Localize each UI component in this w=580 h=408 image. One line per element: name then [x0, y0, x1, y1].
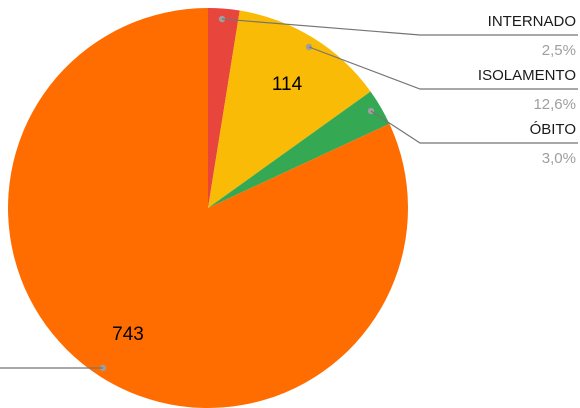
callout-leader-line	[370, 110, 578, 144]
callout-obito: ÓBITO 3,0%	[367, 107, 578, 167]
callout-leader-line	[308, 46, 578, 90]
callout-unlabeled-slice	[0, 364, 107, 372]
pie-slice-internado	[208, 7, 240, 208]
pie-slice-obito	[208, 91, 390, 208]
callout-isolamento: ISOLAMENTO 12,6%	[305, 43, 578, 113]
callout-label: ISOLAMENTO	[478, 67, 576, 84]
callout-label: ÓBITO	[530, 121, 576, 138]
callout-percent: 12,6%	[533, 96, 576, 113]
callout-leader-line	[221, 18, 578, 36]
slice-callouts: INTERNADO 2,5% ISOLAMENTO 12,6% ÓBITO 3,0%	[0, 13, 578, 372]
slice-value-label: 114	[272, 74, 303, 95]
pie-slices	[8, 7, 408, 408]
pie-slice-unlabeled-3	[8, 8, 408, 408]
callout-internado: INTERNADO 2,5%	[218, 13, 578, 59]
pie-slice-isolamento	[208, 10, 371, 209]
callout-label: INTERNADO	[488, 13, 576, 30]
callout-percent: 3,0%	[542, 150, 576, 167]
slice-value-label: 743	[112, 324, 144, 345]
callout-percent: 2,5%	[542, 42, 576, 59]
slice-value-labels: 114 743	[112, 74, 302, 345]
